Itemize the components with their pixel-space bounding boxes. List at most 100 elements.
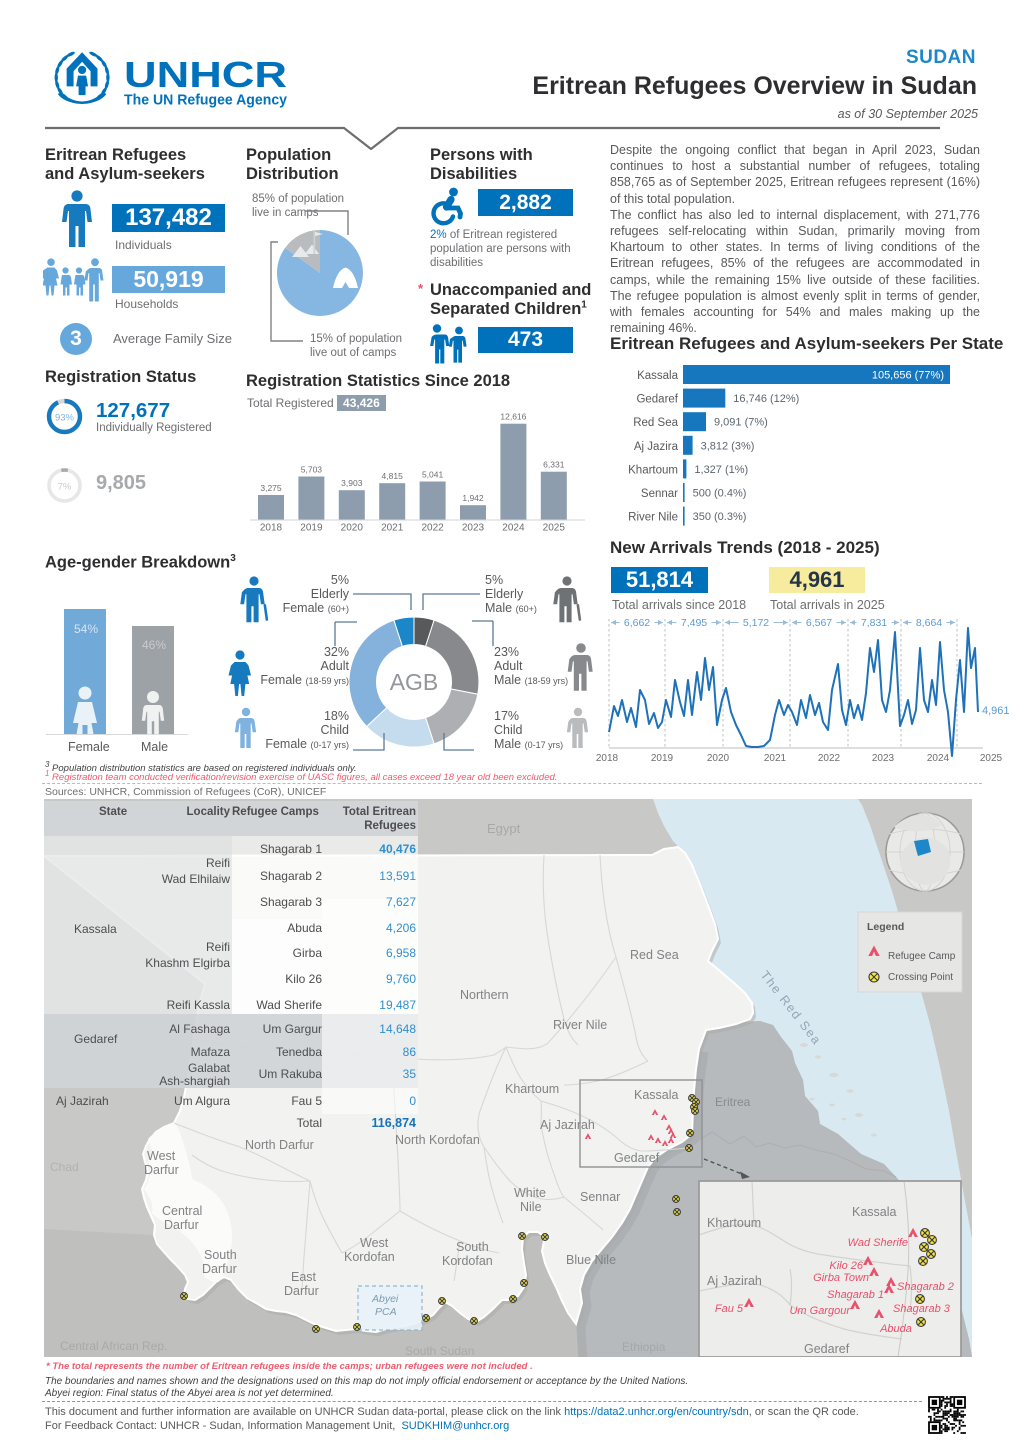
svg-text:5,172: 5,172: [743, 617, 769, 629]
svg-text:Ethiopia: Ethiopia: [622, 1340, 666, 1354]
svg-text:Darfur: Darfur: [164, 1218, 199, 1232]
svg-text:2021: 2021: [764, 753, 787, 764]
svg-text:Adult: Adult: [321, 659, 350, 673]
svg-text:7,627: 7,627: [386, 895, 416, 909]
svg-text:State: State: [99, 806, 127, 818]
svg-text:2022: 2022: [818, 753, 841, 764]
svg-text:Gedaref: Gedaref: [804, 1342, 850, 1356]
svg-text:Gedaref: Gedaref: [636, 394, 678, 406]
svg-text:West: West: [360, 1236, 389, 1250]
svg-text:Red Sea: Red Sea: [630, 948, 679, 962]
svg-text:Wad Sherife: Wad Sherife: [256, 998, 322, 1012]
svg-text:Female (18-59 yrs): Female (18-59 yrs): [260, 673, 349, 687]
svg-text:Abyei: Abyei: [371, 1293, 399, 1305]
svg-text:14,648: 14,648: [379, 1022, 416, 1036]
svg-text:Child: Child: [494, 723, 523, 737]
svg-text:Galabat: Galabat: [188, 1061, 231, 1075]
svg-text:Um Gargour: Um Gargour: [789, 1305, 851, 1317]
svg-text:9,760: 9,760: [386, 972, 416, 986]
svg-text:54%: 54%: [74, 622, 98, 636]
svg-text:Fau 5: Fau 5: [291, 1094, 322, 1108]
svg-text:Al Fashaga: Al Fashaga: [169, 1022, 230, 1036]
svg-text:4,206: 4,206: [386, 921, 416, 935]
svg-text:Abuda: Abuda: [287, 921, 322, 935]
svg-text:7,495: 7,495: [681, 617, 707, 629]
svg-text:Aj Jazirah: Aj Jazirah: [707, 1274, 762, 1288]
svg-text:Wad Sherife: Wad Sherife: [848, 1237, 908, 1249]
svg-text:32%: 32%: [324, 645, 349, 659]
svg-text:Eritrea: Eritrea: [715, 1095, 751, 1109]
svg-text:Female (0-17 yrs): Female (0-17 yrs): [265, 737, 349, 751]
svg-text:Wad Elhilaiw: Wad Elhilaiw: [162, 872, 231, 886]
svg-text:Kassala: Kassala: [852, 1205, 897, 1219]
svg-text:Female (60+): Female (60+): [283, 601, 349, 615]
svg-text:Locality: Locality: [187, 806, 231, 818]
svg-text:Girba: Girba: [293, 946, 323, 960]
svg-text:Refugees: Refugees: [364, 820, 416, 832]
svg-text:Male (0-17 yrs): Male (0-17 yrs): [494, 737, 563, 751]
svg-text:12,616: 12,616: [500, 412, 526, 422]
svg-text:South: South: [456, 1240, 489, 1254]
svg-text:Male (18-59 yrs): Male (18-59 yrs): [494, 673, 568, 687]
svg-text:Shagarab 1: Shagarab 1: [260, 842, 322, 856]
svg-text:North Kordofan: North Kordofan: [395, 1133, 480, 1147]
svg-text:Kordofan: Kordofan: [344, 1250, 395, 1264]
svg-text:Mafaza: Mafaza: [191, 1045, 231, 1059]
svg-text:2019: 2019: [300, 523, 323, 534]
svg-text:Shagarab 2: Shagarab 2: [897, 1281, 954, 1293]
svg-text:93%: 93%: [55, 413, 75, 424]
svg-text:Refugee Camps: Refugee Camps: [232, 806, 319, 818]
svg-text:South: South: [204, 1248, 237, 1262]
svg-text:13,591: 13,591: [379, 869, 416, 883]
svg-text:Aj Jazirah: Aj Jazirah: [540, 1118, 595, 1132]
svg-text:Khashm Elgirba: Khashm Elgirba: [145, 956, 230, 970]
svg-text:White: White: [514, 1186, 546, 1200]
svg-text:Shagarab 3: Shagarab 3: [260, 895, 322, 909]
svg-text:Shagarab 3: Shagarab 3: [893, 1303, 951, 1315]
svg-text:2025: 2025: [543, 523, 566, 534]
svg-text:40,476: 40,476: [379, 842, 416, 856]
svg-text:5,703: 5,703: [301, 465, 323, 475]
svg-text:35: 35: [403, 1067, 417, 1081]
svg-text:17%: 17%: [494, 709, 519, 723]
svg-text:Kassala: Kassala: [74, 922, 117, 936]
svg-text:9,091 (7%): 9,091 (7%): [714, 417, 768, 429]
svg-text:1,327 (1%): 1,327 (1%): [694, 464, 748, 476]
svg-text:2020: 2020: [707, 753, 730, 764]
svg-text:2018: 2018: [596, 753, 619, 764]
svg-text:Darfur: Darfur: [284, 1284, 319, 1298]
svg-text:Aj Jazirah: Aj Jazirah: [56, 1094, 109, 1108]
svg-text:Chad: Chad: [50, 1160, 79, 1174]
svg-text:Crossing Point: Crossing Point: [888, 972, 953, 983]
svg-text:8,664: 8,664: [916, 617, 942, 629]
svg-text:Elderly: Elderly: [485, 587, 524, 601]
svg-text:Elderly: Elderly: [311, 587, 350, 601]
svg-text:500 (0.4%): 500 (0.4%): [693, 488, 747, 500]
svg-text:Nile: Nile: [520, 1200, 542, 1214]
svg-text:Sennar: Sennar: [580, 1190, 620, 1204]
svg-text:2019: 2019: [651, 753, 674, 764]
svg-text:Blue Nile: Blue Nile: [566, 1253, 616, 1267]
svg-text:2018: 2018: [260, 523, 283, 534]
svg-text:Reifi Kassla: Reifi Kassla: [167, 998, 231, 1012]
svg-text:West: West: [147, 1149, 176, 1163]
svg-text:North Darfur: North Darfur: [245, 1138, 314, 1152]
svg-text:Legend: Legend: [867, 921, 904, 933]
svg-text:Kassala: Kassala: [637, 370, 679, 382]
svg-text:Aj Jazira: Aj Jazira: [634, 441, 679, 453]
svg-text:2020: 2020: [341, 523, 364, 534]
svg-text:Male: Male: [141, 740, 168, 754]
svg-text:Total Eritrean: Total Eritrean: [343, 806, 416, 818]
svg-text:2025: 2025: [980, 753, 1003, 764]
svg-text:0: 0: [409, 1094, 416, 1108]
svg-text:Reifi: Reifi: [206, 856, 230, 870]
svg-text:2023: 2023: [872, 753, 895, 764]
svg-text:7%: 7%: [58, 482, 72, 493]
svg-text:6,662: 6,662: [624, 617, 650, 629]
svg-text:Refugee Camp: Refugee Camp: [888, 951, 956, 962]
svg-text:Um Rakuba: Um Rakuba: [259, 1067, 323, 1081]
svg-text:Female: Female: [68, 740, 110, 754]
svg-text:Central African Rep.: Central African Rep.: [60, 1339, 167, 1353]
svg-text:6,567: 6,567: [806, 617, 832, 629]
svg-text:Gedaref: Gedaref: [74, 1032, 118, 1046]
